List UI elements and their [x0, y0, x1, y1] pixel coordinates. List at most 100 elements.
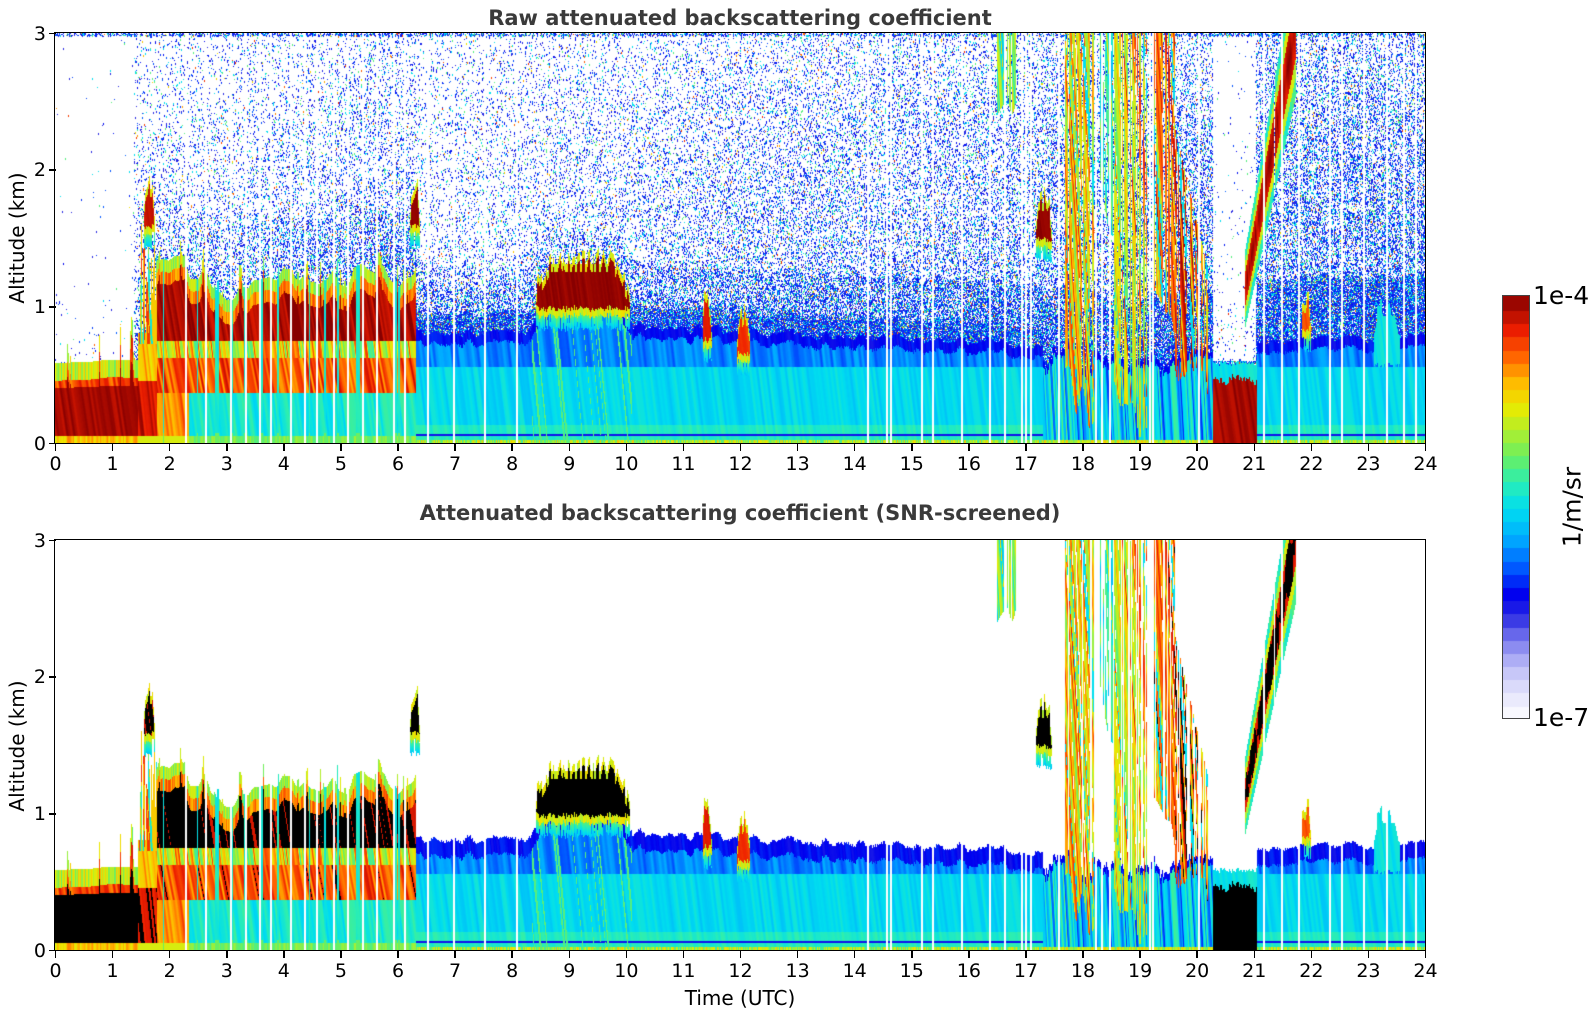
x-tick-label: 5 — [334, 452, 347, 475]
x-tick — [853, 950, 856, 958]
x-tick — [454, 443, 456, 451]
y-axis-label-raw: Altitude (km) — [5, 172, 29, 304]
x-tick — [111, 443, 114, 451]
x-tick-label: 3 — [220, 959, 233, 982]
x-tick-label: 5 — [334, 959, 347, 982]
y-tick-label: 2 — [33, 159, 46, 182]
x-tick-label: 3 — [220, 452, 233, 475]
x-tick-label: 21 — [1242, 959, 1267, 982]
x-tick — [968, 443, 970, 451]
x-tick-label: 10 — [614, 452, 639, 475]
x-tick-label: 2 — [163, 452, 176, 475]
x-tick-label: 21 — [1242, 452, 1267, 475]
x-tick — [682, 950, 685, 958]
x-tick-label: 16 — [956, 959, 981, 982]
x-tick — [682, 443, 685, 451]
x-tick — [397, 443, 399, 451]
panel-raw-heatmap — [55, 33, 1425, 443]
x-tick — [340, 950, 342, 958]
x-tick — [226, 443, 228, 451]
x-tick-label: 12 — [728, 452, 753, 475]
x-tick — [1424, 950, 1427, 958]
y-tick-label: 2 — [33, 666, 46, 689]
y-tick-label: 0 — [33, 939, 46, 962]
x-tick — [283, 950, 285, 958]
x-tick — [796, 443, 799, 451]
x-tick — [796, 950, 799, 958]
x-tick-label: 22 — [1299, 959, 1324, 982]
x-tick — [511, 443, 513, 451]
x-tick — [54, 950, 57, 958]
x-tick-label: 23 — [1356, 959, 1381, 982]
x-tick-label: 6 — [391, 959, 405, 982]
x-tick-label: 4 — [277, 959, 290, 982]
x-tick-label: 20 — [1185, 452, 1210, 475]
x-tick — [111, 950, 114, 958]
x-tick — [454, 950, 456, 958]
x-tick-label: 15 — [899, 452, 924, 475]
x-tick-label: 2 — [163, 959, 176, 982]
y-tick — [48, 169, 56, 171]
x-tick-label: 16 — [956, 452, 981, 475]
x-tick — [1196, 950, 1198, 958]
x-tick-label: 0 — [49, 959, 62, 982]
y-tick-label: 1 — [33, 802, 46, 825]
x-tick-label: 1 — [106, 452, 119, 475]
x-tick — [1424, 443, 1427, 451]
x-tick-label: 4 — [277, 452, 290, 475]
y-tick-label: 1 — [33, 295, 46, 318]
x-tick-label: 7 — [449, 959, 462, 982]
x-axis-label: Time (UTC) — [684, 986, 796, 1010]
colorbar-gradient — [1503, 296, 1529, 718]
colorbar-unit-label: 1/m/sr — [1557, 466, 1587, 548]
x-tick — [1310, 950, 1313, 958]
x-tick — [1367, 443, 1370, 451]
x-tick — [568, 443, 570, 451]
y-tick-label: 3 — [33, 529, 46, 552]
y-tick-label: 0 — [33, 432, 46, 455]
x-tick-label: 13 — [785, 959, 810, 982]
x-tick — [911, 950, 913, 958]
x-tick — [1367, 950, 1370, 958]
x-tick-label: 18 — [1070, 959, 1096, 982]
x-tick-label: 13 — [785, 452, 810, 475]
x-tick-label: 8 — [506, 452, 519, 475]
x-tick — [853, 443, 856, 451]
x-tick — [1025, 443, 1027, 451]
y-tick — [48, 539, 56, 542]
x-tick-label: 10 — [614, 959, 639, 982]
y-tick — [48, 676, 56, 678]
x-tick — [625, 443, 628, 451]
x-tick-label: 14 — [842, 959, 867, 982]
x-tick — [283, 443, 285, 451]
y-tick — [48, 813, 56, 815]
x-tick-label: 9 — [563, 959, 576, 982]
x-tick-label: 18 — [1070, 452, 1096, 475]
x-tick-label: 19 — [1127, 959, 1153, 982]
panel-raw-plot — [54, 32, 1426, 444]
x-tick — [340, 443, 342, 451]
x-tick — [1025, 950, 1027, 958]
x-tick — [739, 443, 742, 451]
x-tick-label: 6 — [391, 452, 405, 475]
x-tick-label: 20 — [1185, 959, 1210, 982]
y-tick-label: 3 — [33, 22, 46, 45]
colorbar-max-label: 1e-4 — [1533, 281, 1590, 310]
x-tick-label: 12 — [728, 959, 753, 982]
x-tick — [739, 950, 742, 958]
x-tick-label: 24 — [1413, 959, 1438, 982]
y-tick — [48, 949, 56, 952]
x-tick — [911, 443, 913, 451]
panel-screened-title: Attenuated backscattering coefficient (S… — [419, 501, 1061, 525]
panel-raw-title: Raw attenuated backscattering coefficien… — [488, 6, 992, 30]
x-tick — [968, 950, 970, 958]
panel-screened-plot — [54, 539, 1426, 951]
x-tick — [168, 950, 171, 958]
x-tick — [1310, 443, 1313, 451]
x-tick-label: 0 — [49, 452, 62, 475]
x-tick — [226, 950, 228, 958]
x-tick-label: 1 — [106, 959, 119, 982]
y-tick — [48, 32, 56, 35]
x-tick — [1082, 443, 1084, 451]
x-tick — [1253, 950, 1255, 958]
